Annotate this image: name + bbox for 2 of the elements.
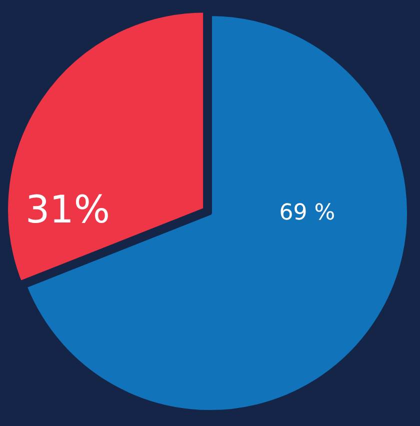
data-label: 69 % xyxy=(279,200,336,226)
data-label: 31% xyxy=(25,188,110,232)
